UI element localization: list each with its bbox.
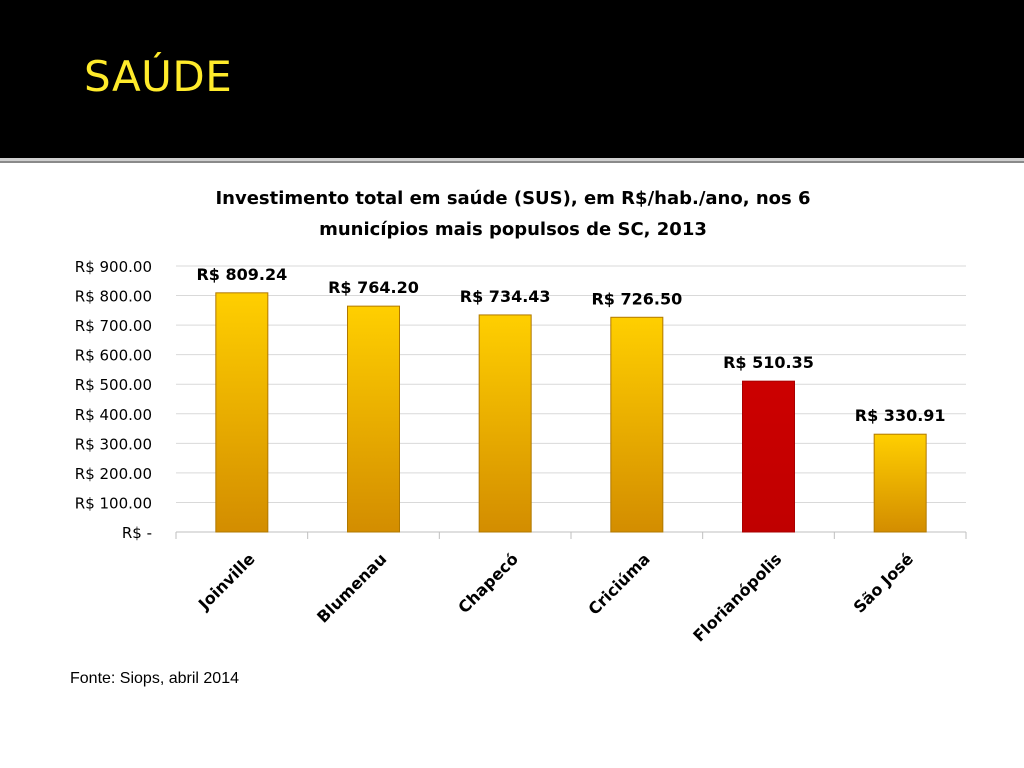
y-tick-label: R$ 500.00	[75, 376, 152, 394]
y-tick-label: R$ 100.00	[75, 494, 152, 512]
y-tick-label: R$ 700.00	[75, 317, 152, 335]
data-label: R$ 726.50	[591, 289, 682, 308]
data-label: R$ 734.43	[460, 287, 551, 306]
y-tick-label: R$ 200.00	[75, 465, 152, 483]
bar-blumenau	[347, 305, 400, 533]
slide-header: SAÚDE	[0, 0, 1024, 158]
bar-joinville	[215, 292, 269, 533]
data-label: R$ 330.91	[855, 406, 946, 425]
chart-title-line-1: Investimento total em saúde (SUS), em R$…	[215, 188, 810, 209]
x-category-label: Criciúma	[584, 549, 653, 618]
x-category-label: Florianópolis	[689, 549, 785, 645]
y-tick-label: R$ 600.00	[75, 347, 152, 365]
y-tick-label: R$ 900.00	[75, 258, 152, 276]
bar-crici-ma	[610, 316, 664, 533]
bar-florian-polis	[742, 380, 795, 533]
source-note: Fonte: Siops, abril 2014	[70, 670, 239, 687]
x-category-label: Chapecó	[454, 549, 522, 617]
slide-title: SAÚDE	[84, 52, 233, 101]
data-label: R$ 764.20	[328, 278, 419, 297]
y-tick-label: R$ 400.00	[75, 406, 152, 424]
x-category-label: Joinville	[194, 549, 259, 614]
y-tick-label: R$ 800.00	[75, 288, 152, 306]
y-tick-label: R$ 300.00	[75, 435, 152, 453]
x-category-label: Blumenau	[313, 549, 390, 626]
data-label: R$ 510.35	[723, 353, 814, 372]
y-tick-label: R$ -	[122, 524, 152, 542]
bar-chapec-	[478, 314, 532, 533]
header-divider-shadow	[0, 161, 1024, 163]
data-label: R$ 809.24	[196, 265, 287, 284]
bar-s-o-jos-	[873, 433, 927, 533]
chart-title-line-2: municípios mais populsos de SC, 2013	[319, 219, 707, 240]
x-category-label: São José	[850, 549, 917, 616]
header-divider	[0, 158, 1024, 161]
